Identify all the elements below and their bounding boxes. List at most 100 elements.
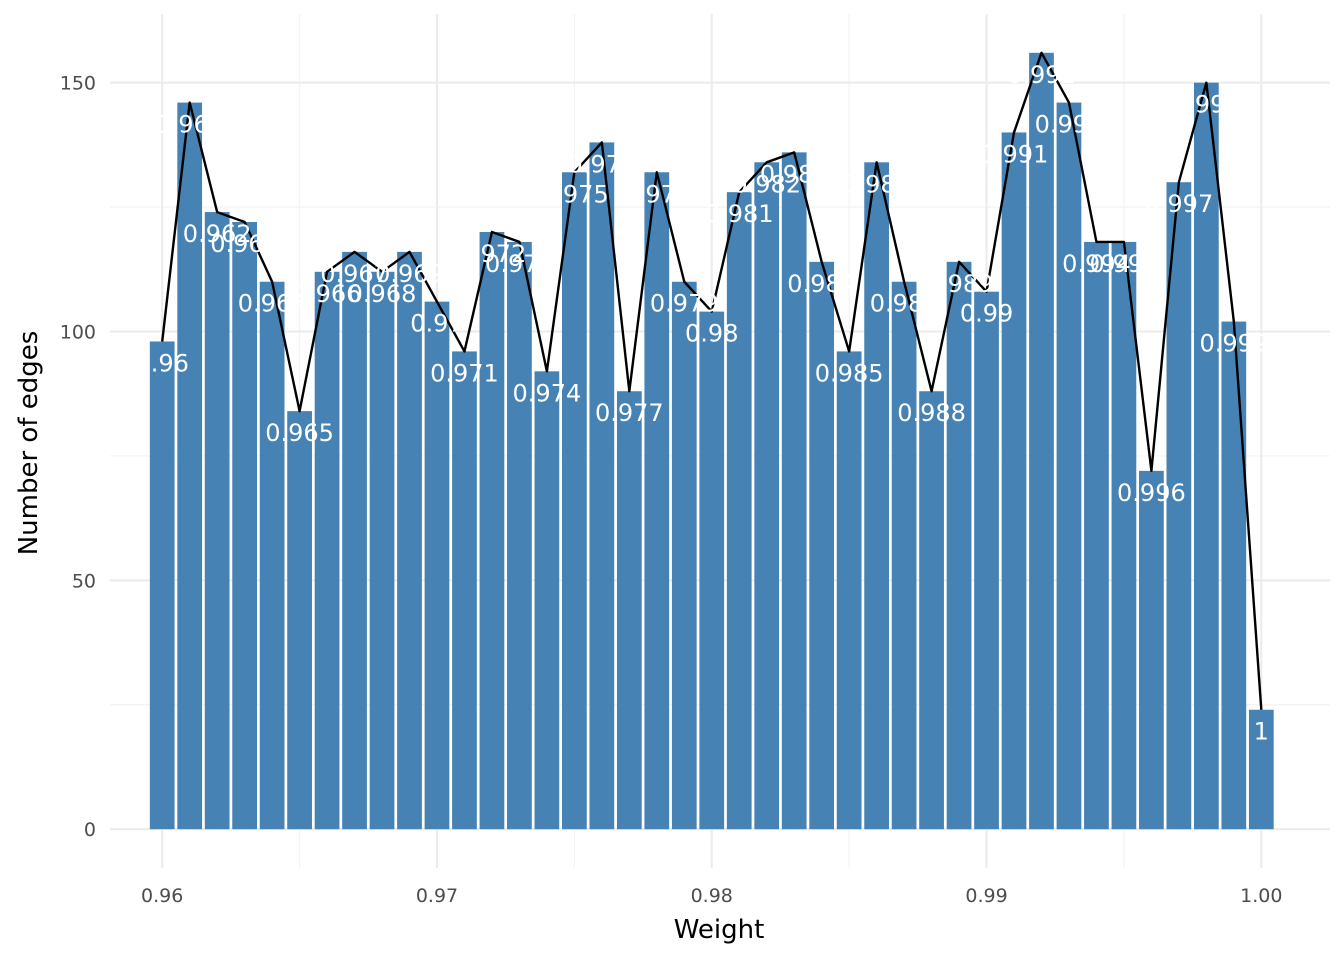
bar — [1111, 241, 1137, 830]
bar-value-label: 1 — [1254, 718, 1269, 746]
bar — [589, 142, 615, 830]
bar-value-label: 0.967 — [320, 260, 389, 288]
bar-value-label: 0.981 — [705, 200, 774, 228]
bar-value-label: 0.987 — [870, 290, 939, 318]
bar-value-label: 0.96 — [135, 349, 188, 377]
bar — [1139, 470, 1164, 830]
bar-value-label: 0.995 — [1090, 250, 1159, 278]
bar — [1001, 132, 1027, 830]
bar — [836, 351, 862, 830]
bar — [781, 152, 807, 830]
bar — [369, 271, 395, 830]
bar-value-label: 0.992 — [1007, 61, 1076, 89]
bar-value-label: 0.988 — [897, 399, 966, 427]
bar — [479, 231, 505, 830]
bar — [671, 281, 697, 830]
bar-value-label: 0.975 — [540, 180, 609, 208]
bar-value-label: 0.991 — [980, 140, 1049, 168]
x-axis-ticks: 0.96 0.97 0.98 0.99 1.00 — [141, 885, 1282, 907]
bar — [726, 192, 752, 830]
bar-value-label: 0.98 — [685, 320, 738, 348]
y-tick-label: 150 — [60, 73, 96, 95]
bar — [1193, 82, 1219, 830]
bar — [342, 251, 367, 830]
bar-value-label: 0.966 — [293, 280, 362, 308]
x-axis-title: Weight — [674, 915, 765, 945]
bar — [149, 341, 175, 830]
bar-value-label: 0.962 — [183, 220, 252, 248]
bar — [864, 162, 889, 830]
bar — [259, 281, 285, 830]
bar-value-label: 0.982 — [732, 170, 801, 198]
bar-value-label: 0.976 — [567, 150, 636, 178]
x-tick-label: 0.99 — [965, 885, 1007, 907]
bar — [287, 411, 312, 830]
y-axis-ticks: 0 50 100 150 — [60, 73, 96, 842]
bar — [699, 311, 725, 830]
bar-value-label: 0.985 — [815, 359, 884, 387]
bar-value-label: 0.993 — [1035, 111, 1104, 139]
bar-value-label: 0.983 — [760, 160, 829, 188]
bar — [1029, 52, 1054, 830]
bar-value-label: 0.961 — [155, 111, 224, 139]
bar — [204, 212, 230, 830]
bar — [754, 162, 780, 830]
bar — [974, 291, 999, 830]
y-tick-label: 50 — [72, 570, 96, 592]
bar — [946, 261, 972, 830]
bar-value-label: 0.994 — [1062, 250, 1131, 278]
frequency-line — [161, 51, 1263, 710]
y-axis-title: Number of edges — [14, 331, 44, 556]
bar-value-label: 0.996 — [1117, 479, 1186, 507]
bars — [149, 52, 1274, 830]
bar-value-label: 0.971 — [430, 359, 499, 387]
bar — [919, 391, 944, 830]
bar-value-label: 0.986 — [842, 170, 911, 198]
bar-value-label: 0.969 — [375, 260, 444, 288]
y-tick-label: 100 — [60, 322, 96, 344]
bar — [1221, 321, 1247, 830]
x-tick-label: 0.96 — [141, 885, 183, 907]
bar — [424, 301, 450, 830]
bar-value-label: 0.965 — [265, 419, 334, 447]
bar — [534, 371, 560, 830]
bar-value-label: 0.99 — [960, 300, 1013, 328]
bar-value-label: 0.998 — [1172, 91, 1241, 119]
bar — [616, 391, 642, 830]
bar — [1056, 102, 1082, 830]
bar — [809, 261, 835, 830]
bar-value-label: 0.997 — [1145, 190, 1214, 218]
frequency-line-layer — [161, 51, 1263, 710]
bar-value-label: 0.964 — [238, 290, 307, 318]
x-tick-label: 0.98 — [691, 885, 733, 907]
bar-value-label: 0.999 — [1199, 330, 1268, 358]
bar-value-label: 0.979 — [650, 290, 719, 318]
bar — [314, 271, 340, 830]
bar — [1248, 709, 1274, 830]
y-tick-label: 0 — [84, 819, 96, 841]
bar — [1084, 241, 1109, 830]
bar-value-label: 0.973 — [485, 250, 554, 278]
bar — [397, 251, 422, 830]
bar-value-labels: 0.960.9610.9620.9630.9640.9650.9660.9670… — [135, 61, 1268, 746]
bar — [232, 222, 258, 830]
bar-value-label: 0.972 — [458, 240, 527, 268]
bar-value-label: 0.984 — [787, 270, 856, 298]
bar-value-label: 0.977 — [595, 399, 664, 427]
x-tick-label: 0.97 — [416, 885, 458, 907]
bar — [1166, 182, 1192, 830]
bar-value-label: 0.974 — [513, 379, 582, 407]
bar-value-label: 0.978 — [622, 180, 691, 208]
bar — [507, 241, 532, 830]
bar-value-label: 0.968 — [348, 280, 417, 308]
bar — [177, 102, 203, 830]
bar — [891, 281, 917, 830]
bar — [562, 172, 587, 830]
bar-value-label: 0.989 — [925, 270, 994, 298]
x-tick-label: 1.00 — [1240, 885, 1282, 907]
bar-value-label: 0.97 — [410, 310, 463, 338]
bar — [644, 172, 670, 830]
bar — [452, 351, 477, 830]
bar-value-label: 0.963 — [210, 230, 279, 258]
